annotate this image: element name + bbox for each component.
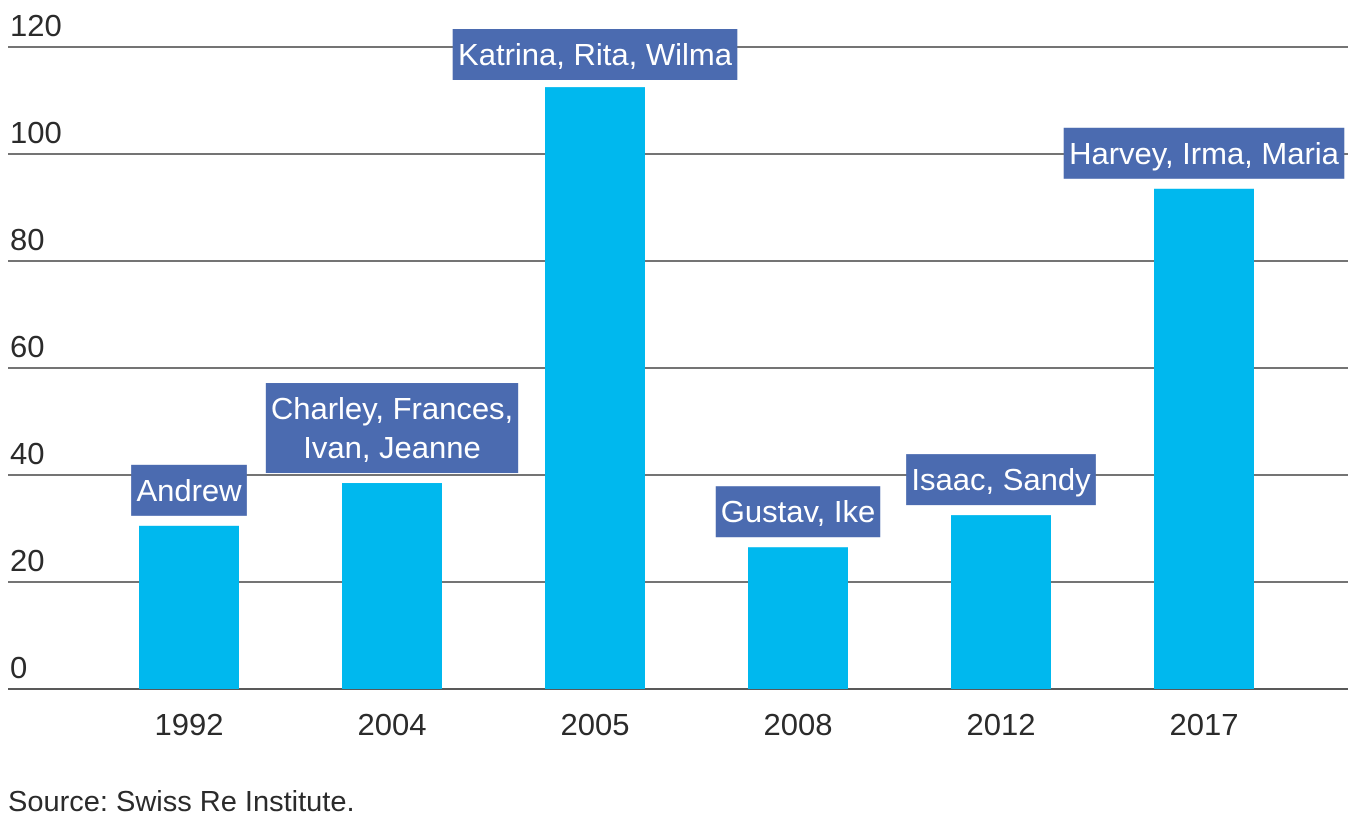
- annotation-label: Ivan, Jeanne: [303, 430, 481, 465]
- annotation-label: Harvey, Irma, Maria: [1069, 136, 1340, 171]
- y-tick-label: 40: [10, 436, 44, 471]
- y-tick-label: 100: [10, 115, 62, 150]
- annotation-label: Isaac, Sandy: [911, 462, 1091, 497]
- bar: [951, 515, 1051, 689]
- bar: [139, 525, 239, 689]
- y-tick-label: 0: [10, 650, 27, 685]
- annotation-box: [265, 383, 519, 474]
- x-tick-label: 2004: [358, 707, 427, 742]
- annotation-box: [906, 454, 1096, 506]
- x-tick-label: 2008: [764, 707, 833, 742]
- x-tick-label: 2017: [1170, 707, 1239, 742]
- annotation-label: Katrina, Rita, Wilma: [458, 37, 733, 72]
- x-tick-label: 2012: [967, 707, 1036, 742]
- annotation-box: [715, 486, 881, 538]
- annotation-box: [452, 29, 738, 80]
- y-tick-label: 60: [10, 329, 44, 364]
- annotation-box: [1063, 127, 1345, 179]
- y-tick-label: 120: [10, 8, 62, 43]
- bar: [1154, 188, 1254, 689]
- source-note: Source: Swiss Re Institute.: [8, 786, 355, 818]
- bar: [545, 87, 645, 689]
- x-tick-label: 1992: [155, 707, 224, 742]
- y-tick-label: 80: [10, 222, 44, 257]
- bar-chart: 0 20 40 60 80 100 120 1992 Andrew 2004 Charley, Fr…: [8, 8, 1348, 742]
- annotation-box: [131, 464, 247, 516]
- bar: [748, 547, 848, 689]
- annotation-label: Gustav, Ike: [721, 494, 876, 529]
- bar: [342, 483, 442, 689]
- x-tick-label: 2005: [561, 707, 630, 742]
- annotation-label: Andrew: [136, 473, 242, 508]
- y-tick-label: 20: [10, 543, 44, 578]
- annotation-label: Charley, Frances,: [271, 391, 513, 426]
